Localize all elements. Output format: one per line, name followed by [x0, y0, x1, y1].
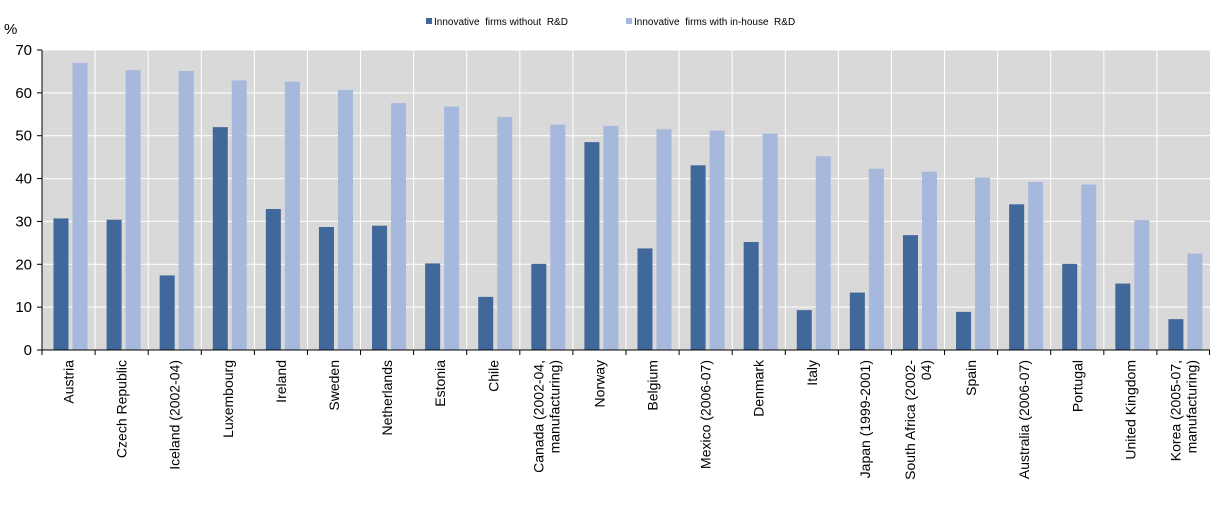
x-category-label: manufacturing) [1183, 360, 1199, 453]
bar-without-rd [53, 218, 69, 350]
y-tick-label: 10 [15, 299, 32, 316]
bars [53, 62, 1203, 351]
x-category-label: Mexico (2006-07) [698, 360, 714, 469]
bar-with-rd [497, 116, 513, 350]
bar-without-rd [690, 165, 706, 350]
legend-swatch-with-rd [626, 18, 632, 24]
bar-without-rd [1115, 283, 1131, 350]
bar-with-rd [1081, 184, 1097, 350]
bar-with-rd [444, 106, 460, 350]
bar-with-rd [815, 156, 831, 350]
y-tick-label: 30 [15, 213, 32, 230]
bar-with-rd [868, 168, 884, 350]
x-category-label: South Africa (2002- [902, 360, 918, 480]
bar-with-rd [975, 177, 991, 350]
bar-with-rd [709, 130, 725, 350]
bar-without-rd [106, 219, 122, 350]
x-category-label: Italy [804, 360, 820, 386]
x-category-label: Sweden [326, 360, 342, 411]
bar-with-rd [231, 80, 247, 350]
x-category-label: Japan (1999-2001) [857, 360, 873, 478]
x-category-label: Australia (2006-07) [1016, 360, 1032, 479]
legend-item-without-rd: Innovative firms without R&D [426, 17, 568, 28]
bar-without-rd [265, 209, 281, 350]
y-tick-label: 70 [15, 42, 32, 59]
x-axis-category-labels: Austria Czech Republic Iceland (2002-04) Lu… [61, 359, 1200, 480]
x-category-label: Luxembourg [220, 360, 236, 438]
bar-without-rd [318, 227, 334, 350]
axes [41, 50, 1210, 355]
bar-without-rd [159, 275, 175, 350]
bar-without-rd [743, 242, 759, 350]
bar-without-rd [902, 235, 918, 350]
x-category-label: United Kingdom [1122, 360, 1138, 460]
x-category-label: manufacturing) [546, 360, 562, 453]
bar-without-rd [1009, 204, 1025, 350]
bar-with-rd [391, 103, 407, 351]
x-category-label: Iceland (2002-04) [167, 360, 183, 470]
bar-with-rd [125, 70, 141, 351]
legend-swatch-without-rd [426, 18, 432, 24]
bar-without-rd [425, 263, 441, 350]
bar-without-rd [372, 225, 388, 350]
bar-without-rd [956, 311, 972, 350]
bar-with-rd [178, 71, 194, 350]
bar-with-rd [284, 81, 300, 350]
x-category-label: Ireland [273, 360, 289, 403]
bar-with-rd [1187, 253, 1203, 350]
legend: Innovative firms without R&D Innovative … [426, 17, 795, 28]
y-tick-label: 50 [15, 128, 32, 145]
y-tick-label: 60 [15, 85, 32, 102]
bar-with-rd [762, 133, 778, 350]
y-tick-label: 20 [15, 256, 32, 273]
bar-with-rd [656, 129, 672, 350]
y-axis-ticks: 0 10 20 30 40 50 60 70 [15, 42, 42, 359]
x-category-label: Belgium [645, 360, 661, 411]
legend-item-with-rd: Innovative firms with in-house R&D [626, 17, 795, 28]
bar-without-rd [531, 263, 547, 350]
bar-with-rd [921, 171, 937, 350]
bar-without-rd [796, 310, 812, 350]
y-unit-label: % [4, 21, 17, 38]
x-category-label: Canada (2002-04, [530, 360, 546, 473]
bar-without-rd [212, 127, 228, 351]
bar-with-rd [550, 124, 566, 350]
bar-without-rd [584, 142, 600, 350]
bar-without-rd [1062, 263, 1078, 350]
y-tick-label: 0 [24, 342, 32, 359]
bar-without-rd [849, 292, 865, 350]
bar-with-rd [72, 62, 88, 350]
x-category-label: Spain [963, 360, 979, 396]
bar-with-rd [337, 89, 353, 350]
legend-label-without-rd: Innovative firms without R&D [434, 17, 568, 28]
x-category-label: 04) [918, 360, 934, 380]
bar-with-rd [603, 125, 619, 350]
y-tick-label: 40 [15, 171, 32, 188]
x-category-label: Netherlands [379, 360, 395, 436]
x-category-label: Estonia [432, 360, 448, 407]
x-category-label: Denmark [751, 359, 767, 417]
bar-without-rd [1168, 319, 1184, 350]
x-category-label: Czech Republic [114, 360, 130, 458]
x-category-label: Portugal [1069, 360, 1085, 412]
legend-label-with-rd: Innovative firms with in-house R&D [634, 17, 795, 28]
x-category-label: Austria [61, 360, 77, 404]
bar-without-rd [637, 248, 653, 350]
bar-with-rd [1134, 220, 1150, 350]
bar-without-rd [478, 296, 494, 350]
x-category-label: Korea (2005-07, [1167, 360, 1183, 461]
bar-with-rd [1028, 182, 1044, 350]
x-category-label: Chile [485, 360, 501, 392]
x-category-label: Norway [591, 360, 607, 407]
